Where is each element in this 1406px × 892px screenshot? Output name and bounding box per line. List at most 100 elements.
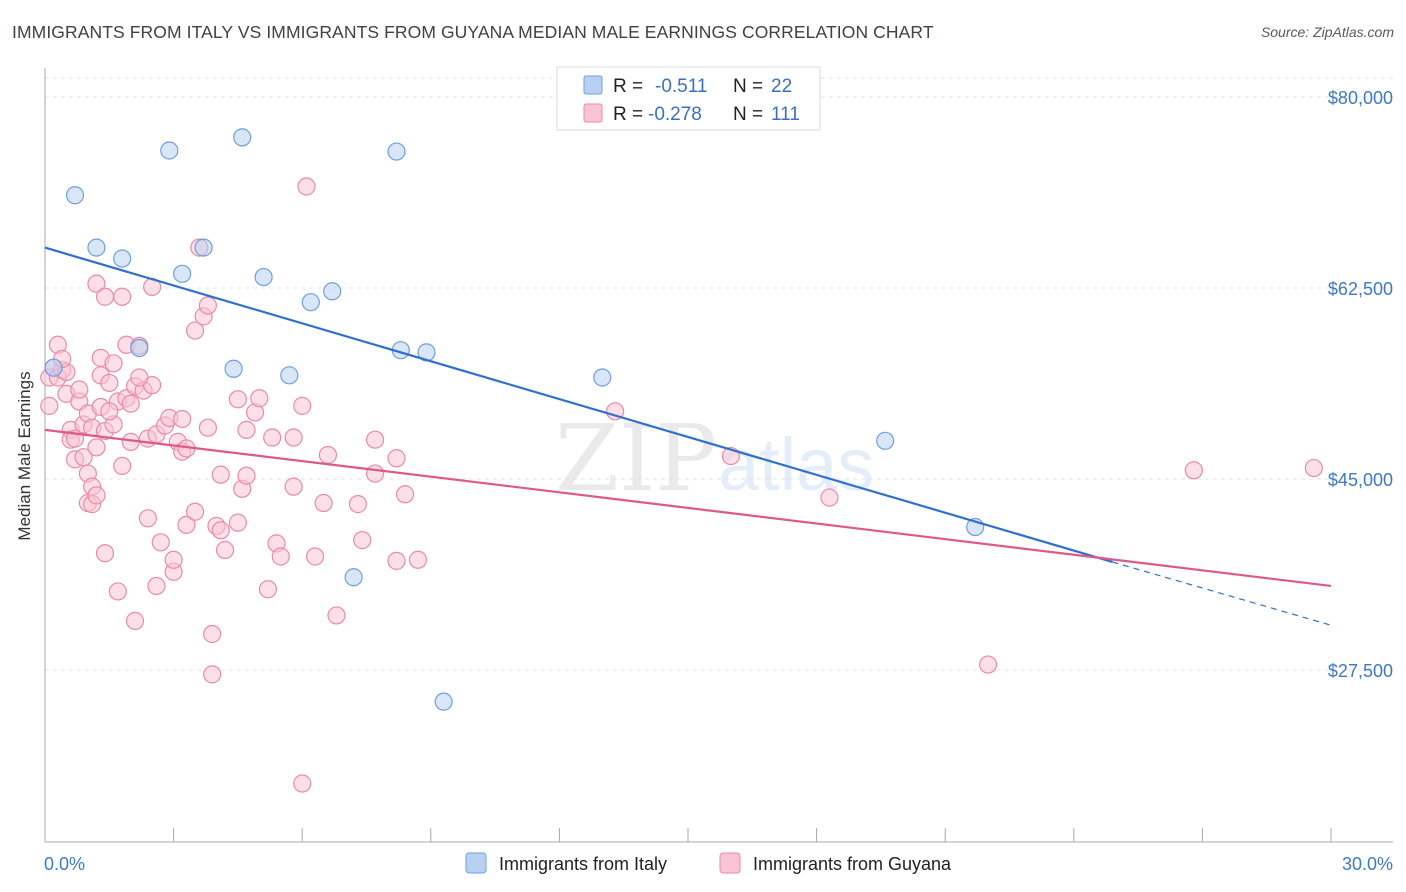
guyana-point [211,465,230,484]
y-axis-title: Median Male Earnings [15,371,34,540]
guyana-point [293,774,312,793]
legend-guyana-swatch [719,852,741,874]
guyana-point [177,515,196,534]
guyana-point [258,580,278,599]
italy-point [434,692,453,711]
guyana-point [1184,461,1203,480]
guyana-point [237,466,256,485]
guyana-point [211,521,230,540]
y-tick-label: $80,000 [1328,88,1393,108]
italy-point [301,293,320,312]
legend-italy-swatch [465,852,487,874]
italy-point [224,359,243,378]
guyana-point [203,624,222,644]
axes [44,68,1393,843]
italy-point [593,368,612,387]
guyana-point [978,655,998,674]
stats-legend: R = -0.511 N = 22 R = -0.278 N = 111 [556,66,821,131]
guyana-point [250,389,269,408]
guyana-point [318,445,338,465]
guyana-point [203,665,222,684]
source-credit: Source: ZipAtlas.com [1260,24,1394,40]
guyana-points [40,177,1323,793]
trend-lines [44,246,1332,626]
italy-trend-extension [1112,561,1332,626]
gridlines: $80,000 $62,500 $45,000 $27,500 [45,77,1393,681]
guyana-point [284,428,303,447]
y-tick-label: $45,000 [1328,470,1393,490]
guyana-point [353,531,372,550]
guyana-point [395,485,415,504]
guyana-point [100,373,119,393]
guyana-point [87,274,106,293]
italy-point [87,238,106,257]
italy-point [160,141,179,160]
guyana-point [297,177,316,196]
italy-point [44,358,63,377]
guyana-point [113,456,132,476]
guyana-point [100,402,119,421]
guyana-point [70,380,89,399]
guyana-point [263,428,282,447]
guyana-point [147,576,166,596]
guyana-point [271,547,290,566]
guyana-n-value: 111 [771,104,800,125]
italy-point [113,249,132,268]
chart-title: IMMIGRANTS FROM ITALY VS IMMIGRANTS FROM… [12,22,934,42]
guyana-point [104,354,123,373]
guyana-point [164,550,183,569]
guyana-r-label: R = [613,104,643,125]
italy-point [194,238,213,257]
legend-guyana-label: Immigrants from Guyana [753,854,952,874]
guyana-point [185,502,205,521]
guyana-point [95,544,115,563]
italy-point [130,338,149,358]
guyana-point [215,540,235,560]
guyana-point [348,495,368,514]
italy-swatch [583,75,603,95]
guyana-point [293,396,312,415]
guyana-point [387,551,406,570]
guyana-point [1304,458,1323,478]
italy-point [387,142,406,161]
italy-point [280,366,299,385]
italy-r-label: R = [613,76,643,97]
guyana-point [113,287,132,306]
x-tick-label-max: 30.0% [1342,854,1393,874]
legend-italy-label: Immigrants from Italy [499,854,667,874]
guyana-point [40,396,59,415]
italy-n-value: 22 [771,76,792,97]
guyana-point [284,477,303,496]
italy-points [44,128,985,711]
italy-r-value: -0.511 [655,76,707,97]
italy-n-label: N = [733,76,763,97]
guyana-point [820,488,839,507]
guyana-point [314,493,333,513]
guyana-point [138,509,157,528]
italy-point [233,128,252,147]
guyana-point [173,409,192,429]
guyana-point [387,449,406,468]
italy-point [254,267,273,287]
guyana-point [237,420,256,439]
guyana-point [408,550,428,569]
italy-point [323,282,342,301]
watermark: ZIP atlas [555,405,874,512]
guyana-point [151,533,170,552]
guyana-point [305,547,325,566]
guyana-trend-line [44,428,1332,588]
guyana-point [365,430,385,449]
guyana-n-label: N = [733,104,763,125]
guyana-point [327,606,346,625]
guyana-r-value: -0.278 [648,104,702,125]
guyana-point [606,402,625,421]
guyana-point [108,582,127,601]
x-tick-label-min: 0.0% [44,854,85,874]
italy-point [65,186,85,205]
y-tick-label: $62,500 [1328,279,1393,299]
guyana-point [365,464,385,483]
watermark-atlas: atlas [718,423,874,506]
guyana-point [130,368,149,387]
guyana-point [198,418,217,437]
guyana-point [87,486,106,505]
